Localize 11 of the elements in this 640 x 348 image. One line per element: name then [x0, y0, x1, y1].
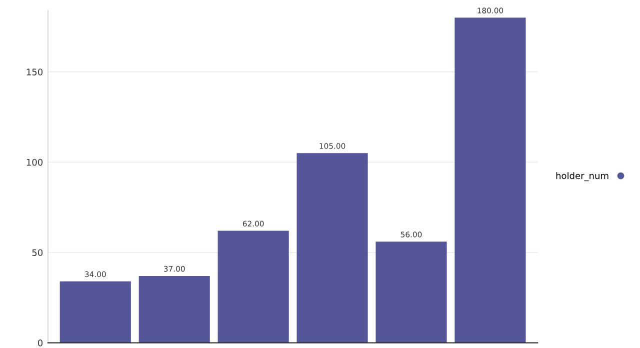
y-tick-label: 50	[32, 249, 43, 256]
legend-label: holder_num	[556, 172, 608, 182]
bar	[60, 281, 131, 343]
bar	[138, 276, 210, 343]
bar	[296, 153, 368, 343]
y-tick-label: 100	[26, 158, 43, 166]
bar	[218, 230, 289, 343]
y-tick-label: 0	[38, 340, 43, 346]
y-tick-label: 150	[26, 68, 43, 76]
bar	[454, 18, 526, 343]
bar	[376, 242, 447, 343]
